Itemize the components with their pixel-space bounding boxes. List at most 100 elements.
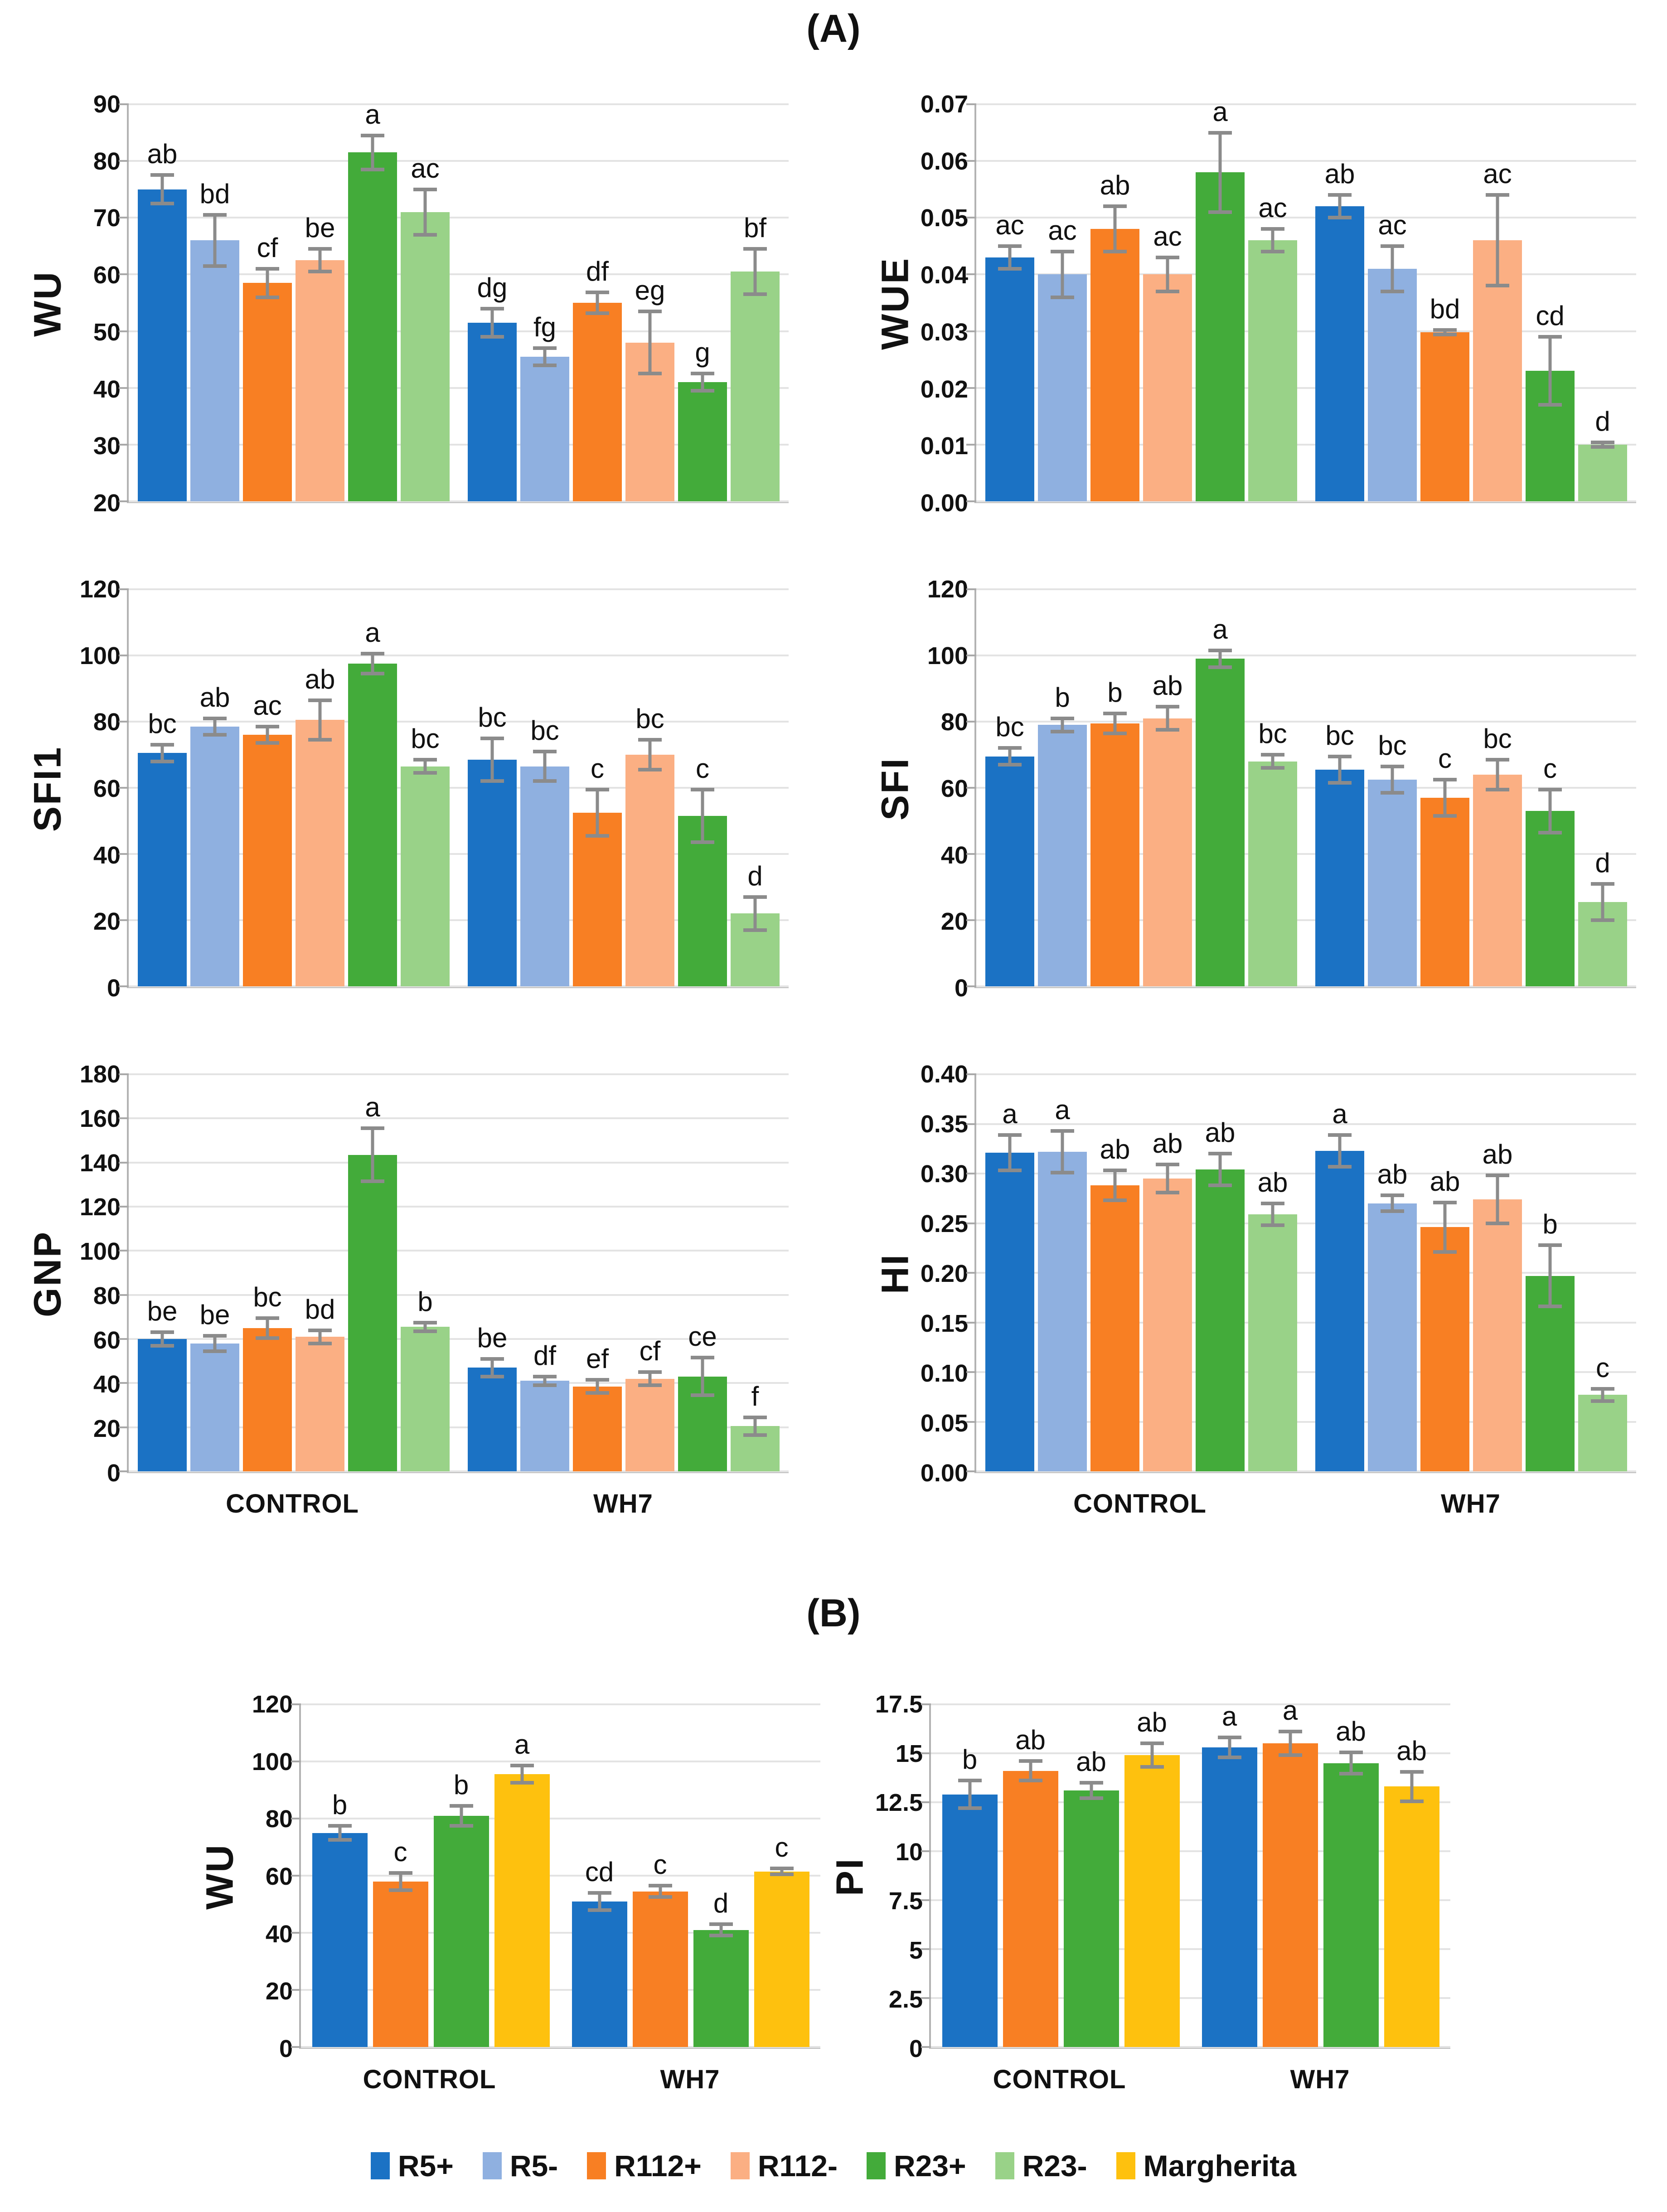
y-tick-label: 20: [940, 908, 968, 936]
bar-column: d: [1578, 589, 1627, 986]
error-bar: [543, 348, 547, 365]
error-bar: [1289, 1732, 1292, 1756]
y-tick-label: 0.20: [920, 1260, 968, 1287]
y-axis: 0 2.5 5 7.5 10 12.5 15 17.5: [870, 1692, 929, 2061]
y-tick-label: 0.25: [920, 1210, 968, 1237]
error-cap-bottom: [1208, 1184, 1232, 1188]
bar-column: df: [520, 1074, 569, 1471]
y-tick-mark: [966, 1421, 976, 1423]
y-tick-label: 50: [93, 318, 121, 346]
significance-label: b: [417, 1286, 433, 1317]
bar-margherita: [1124, 1755, 1180, 2047]
bar-r23plus: [348, 152, 397, 501]
error-cap-bottom: [1156, 1190, 1179, 1194]
error-cap-top: [480, 306, 504, 310]
error-cap-top: [510, 1764, 534, 1768]
error-cap-bottom: [1328, 216, 1352, 220]
error-bar: [1338, 1135, 1342, 1167]
bar-r5plus: [138, 753, 187, 986]
bar-column: c: [373, 1704, 428, 2047]
error-bar: [1218, 650, 1222, 667]
legend-swatch-margherita: [1116, 2152, 1135, 2179]
bar-column: bc: [625, 589, 674, 986]
y-axis-title: PI: [828, 1857, 871, 1896]
error-bar: [1150, 1743, 1153, 1767]
significance-label: a: [365, 1092, 380, 1123]
gridline: [976, 103, 1636, 105]
y-tick-label: 60: [265, 1863, 293, 1890]
significance-label: a: [1055, 1094, 1070, 1125]
error-bar: [1218, 1154, 1222, 1186]
gridline: [931, 1948, 1450, 1950]
significance-label: ab: [1482, 1139, 1513, 1170]
gridline: [129, 387, 789, 389]
error-cap-bottom: [1140, 1765, 1164, 1769]
significance-label: c: [1596, 1353, 1609, 1383]
bar-column: be: [190, 1074, 239, 1471]
gridline: [129, 330, 789, 332]
bar-group-wh7: dg fg df eg g bf: [459, 104, 789, 501]
y-tick-label: 100: [927, 642, 968, 669]
y-tick-mark: [921, 1752, 931, 1754]
error-cap-top: [256, 267, 279, 271]
significance-label: ab: [1152, 1128, 1183, 1159]
y-axis-title: SFI: [873, 757, 916, 820]
legend-label: Margherita: [1143, 2149, 1297, 2183]
y-tick-mark: [966, 1073, 976, 1075]
significance-label: d: [1595, 406, 1610, 437]
error-bar: [753, 249, 757, 295]
y-tick-mark: [291, 1761, 301, 1762]
bar-column: d: [693, 1704, 749, 2047]
error-bar: [1008, 1135, 1012, 1171]
bar-column: bc: [401, 589, 450, 986]
error-cap-top: [1261, 753, 1284, 757]
bar-r5plus: [1315, 769, 1364, 986]
gridline: [976, 330, 1636, 332]
error-bar: [596, 789, 599, 836]
error-cap-top: [203, 1334, 227, 1338]
y-tick-mark: [966, 1222, 976, 1224]
gridline: [976, 1470, 1636, 1472]
error-cap-bottom: [743, 292, 767, 296]
error-cap-bottom: [533, 779, 557, 783]
bar-r23plus: [348, 1155, 397, 1471]
y-tick-label: 0.07: [920, 91, 968, 118]
error-bar: [543, 751, 547, 781]
bar-column: c: [1578, 1074, 1627, 1471]
error-bar: [318, 1330, 322, 1344]
significance-label: d: [747, 860, 763, 891]
error-cap-top: [413, 1320, 437, 1324]
panel-a-label: (A): [806, 7, 861, 50]
chart-sfi-panel-a: SFI 0 20 40 60 80 100 120 bc b b ab a bc bc bc c bc c d: [873, 577, 1645, 1000]
bar-r23minus: [1248, 240, 1297, 501]
error-bar: [423, 759, 427, 773]
legend-item-r5plus: R5+: [370, 2151, 454, 2181]
error-cap-bottom: [388, 1888, 412, 1892]
error-cap-bottom: [1486, 284, 1509, 288]
gridline: [129, 853, 789, 855]
bar-r23plus: [1526, 1276, 1575, 1471]
gridline: [976, 1421, 1636, 1423]
error-cap-bottom: [1381, 289, 1404, 293]
error-bar: [1349, 1752, 1352, 1774]
gridline: [976, 655, 1636, 656]
y-axis-title: WU: [198, 1843, 241, 1910]
bar-r112plus: [1090, 1185, 1139, 1471]
bar-r112plus: [1420, 1227, 1469, 1471]
y-tick-label: 40: [93, 1371, 121, 1398]
bar-column: bc: [985, 589, 1034, 986]
bar-r23plus: [678, 382, 727, 501]
error-cap-bottom: [480, 779, 504, 783]
bar-r5minus: [1038, 274, 1087, 501]
bar-margherita: [754, 1871, 809, 2047]
error-cap-top: [1433, 777, 1457, 781]
significance-label: dg: [477, 272, 508, 303]
significance-label: c: [1438, 743, 1452, 774]
significance-label: b: [962, 1744, 978, 1775]
gridline: [129, 919, 789, 922]
bar-column: ab: [1420, 1074, 1469, 1471]
gridline: [301, 1761, 820, 1762]
significance-label: ab: [305, 664, 335, 694]
y-axis: 0.00 0.01 0.02 0.03 0.04 0.05 0.06 0.07: [916, 92, 974, 515]
y-tick-label: 120: [252, 1691, 293, 1718]
